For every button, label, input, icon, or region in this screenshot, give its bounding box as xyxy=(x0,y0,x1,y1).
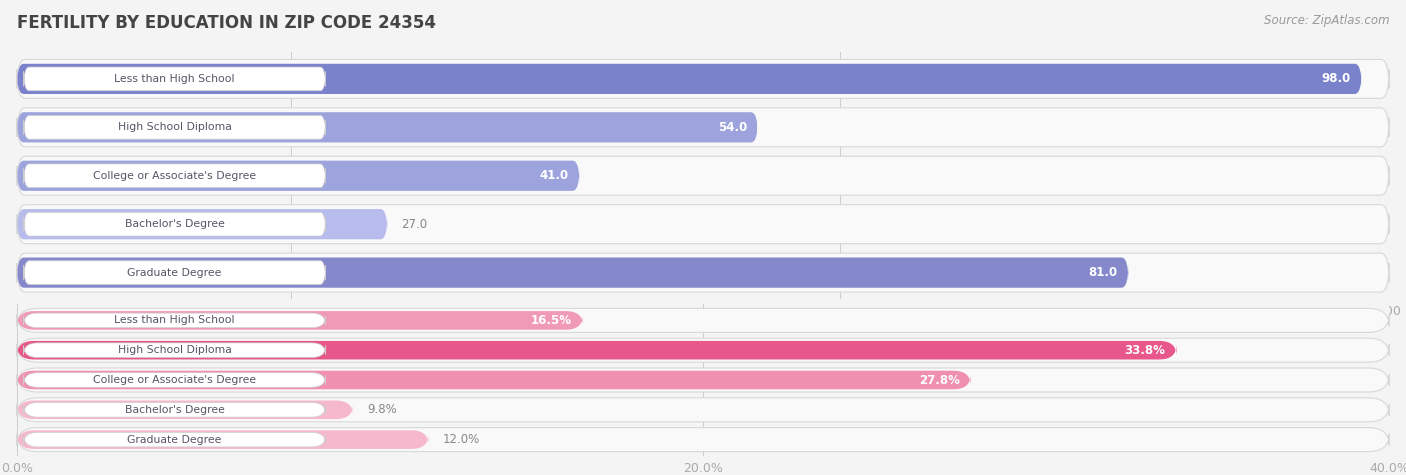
FancyBboxPatch shape xyxy=(17,257,1129,288)
Text: 12.0%: 12.0% xyxy=(443,433,479,446)
Text: Less than High School: Less than High School xyxy=(114,315,235,325)
FancyBboxPatch shape xyxy=(17,308,1389,332)
Text: Bachelor's Degree: Bachelor's Degree xyxy=(125,219,225,229)
FancyBboxPatch shape xyxy=(24,313,326,328)
FancyBboxPatch shape xyxy=(17,161,579,191)
FancyBboxPatch shape xyxy=(24,115,326,139)
FancyBboxPatch shape xyxy=(24,261,326,285)
FancyBboxPatch shape xyxy=(17,428,1389,452)
FancyBboxPatch shape xyxy=(17,368,1389,392)
FancyBboxPatch shape xyxy=(17,370,970,389)
Text: 33.8%: 33.8% xyxy=(1125,344,1166,357)
Text: 81.0: 81.0 xyxy=(1088,266,1118,279)
Text: High School Diploma: High School Diploma xyxy=(118,123,232,133)
Text: High School Diploma: High School Diploma xyxy=(118,345,232,355)
FancyBboxPatch shape xyxy=(17,430,429,449)
Text: FERTILITY BY EDUCATION IN ZIP CODE 24354: FERTILITY BY EDUCATION IN ZIP CODE 24354 xyxy=(17,14,436,32)
Text: 9.8%: 9.8% xyxy=(367,403,396,416)
FancyBboxPatch shape xyxy=(17,338,1389,362)
FancyBboxPatch shape xyxy=(17,112,758,142)
FancyBboxPatch shape xyxy=(24,164,326,188)
FancyBboxPatch shape xyxy=(17,209,388,239)
Text: 98.0: 98.0 xyxy=(1322,72,1351,86)
FancyBboxPatch shape xyxy=(17,311,583,330)
Text: College or Associate's Degree: College or Associate's Degree xyxy=(93,171,256,181)
Text: Source: ZipAtlas.com: Source: ZipAtlas.com xyxy=(1264,14,1389,27)
FancyBboxPatch shape xyxy=(24,343,326,358)
Text: Graduate Degree: Graduate Degree xyxy=(128,267,222,277)
FancyBboxPatch shape xyxy=(17,64,1361,94)
Text: College or Associate's Degree: College or Associate's Degree xyxy=(93,375,256,385)
Text: 16.5%: 16.5% xyxy=(531,314,572,327)
Text: Bachelor's Degree: Bachelor's Degree xyxy=(125,405,225,415)
FancyBboxPatch shape xyxy=(24,212,326,236)
FancyBboxPatch shape xyxy=(24,67,326,91)
Text: 27.0: 27.0 xyxy=(401,218,427,231)
FancyBboxPatch shape xyxy=(24,402,326,417)
FancyBboxPatch shape xyxy=(17,108,1389,147)
FancyBboxPatch shape xyxy=(17,59,1389,98)
FancyBboxPatch shape xyxy=(17,398,1389,422)
Text: 41.0: 41.0 xyxy=(540,169,568,182)
FancyBboxPatch shape xyxy=(17,156,1389,195)
FancyBboxPatch shape xyxy=(24,373,326,387)
FancyBboxPatch shape xyxy=(17,341,1177,360)
Text: 54.0: 54.0 xyxy=(717,121,747,134)
FancyBboxPatch shape xyxy=(17,400,353,419)
FancyBboxPatch shape xyxy=(24,432,326,447)
FancyBboxPatch shape xyxy=(17,205,1389,244)
Text: 27.8%: 27.8% xyxy=(918,373,960,387)
FancyBboxPatch shape xyxy=(17,253,1389,292)
Text: Graduate Degree: Graduate Degree xyxy=(128,435,222,445)
Text: Less than High School: Less than High School xyxy=(114,74,235,84)
